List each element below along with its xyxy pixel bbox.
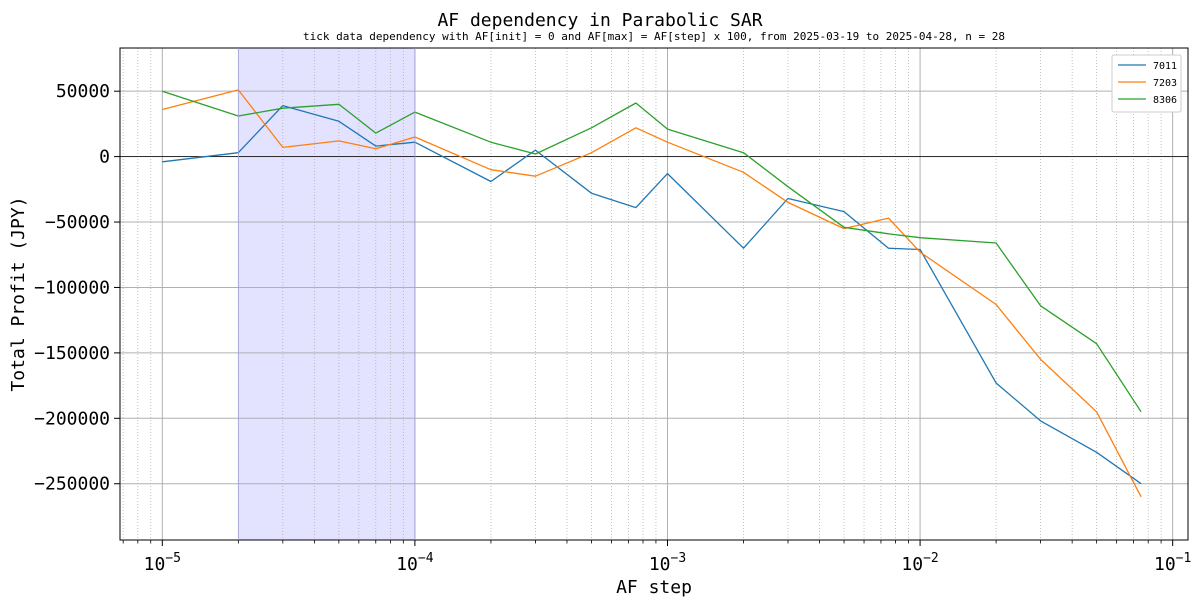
x-tick-exponent: −1 xyxy=(1176,551,1192,566)
y-tick-label: 0 xyxy=(99,147,110,168)
series-line-7011 xyxy=(162,104,1142,485)
chart-title: AF dependency in Parabolic SAR xyxy=(437,10,762,31)
plot-area xyxy=(119,47,1189,541)
chart-subtitle: tick data dependency with AF[init] = 0 a… xyxy=(303,30,1005,43)
series-line-8306 xyxy=(162,90,1142,413)
x-tick-exponent: −2 xyxy=(923,551,939,566)
x-tick-label: 10−5 xyxy=(144,551,181,575)
x-axis-label: AF step xyxy=(616,577,692,598)
x-tick-base: 10 xyxy=(901,554,923,575)
x-tick-base: 10 xyxy=(1154,554,1176,575)
y-tick-label: −250000 xyxy=(34,474,110,495)
legend-label: 7011 xyxy=(1153,61,1177,72)
legend-label: 8306 xyxy=(1153,95,1177,106)
x-tick-base: 10 xyxy=(144,554,166,575)
legend-box xyxy=(1111,54,1182,113)
y-tick-label: −100000 xyxy=(34,277,110,298)
series-group xyxy=(162,89,1142,498)
highlight-span xyxy=(238,48,415,540)
x-tick-label: 10−1 xyxy=(1154,551,1191,575)
x-tick-exponent: −4 xyxy=(418,551,434,566)
legend-label: 7203 xyxy=(1153,78,1177,89)
y-axis-label: Total Profit (JPY) xyxy=(8,196,29,391)
y-tick-label: −150000 xyxy=(34,343,110,364)
x-tick-exponent: −3 xyxy=(671,551,687,566)
x-tick-base: 10 xyxy=(649,554,671,575)
series-line-7203 xyxy=(162,89,1142,498)
x-tick-label: 10−3 xyxy=(649,551,686,575)
y-tick-label: −50000 xyxy=(45,212,110,233)
x-tick-label: 10−2 xyxy=(901,551,938,575)
plot-frame xyxy=(119,47,1189,541)
legend: 7011 7203 8306 xyxy=(1111,54,1182,113)
x-tick-base: 10 xyxy=(396,554,418,575)
x-axis: 10−5 10−4 10−3 10−2 10−1 xyxy=(122,540,1191,575)
x-tick-label: 10−4 xyxy=(396,551,434,575)
y-tick-label: −200000 xyxy=(34,408,110,429)
x-tick-exponent: −5 xyxy=(165,551,181,566)
y-axis: 50000 0 −50000 −100000 −150000 −200000 −250000 xyxy=(34,81,120,495)
y-tick-label: 50000 xyxy=(56,81,110,102)
